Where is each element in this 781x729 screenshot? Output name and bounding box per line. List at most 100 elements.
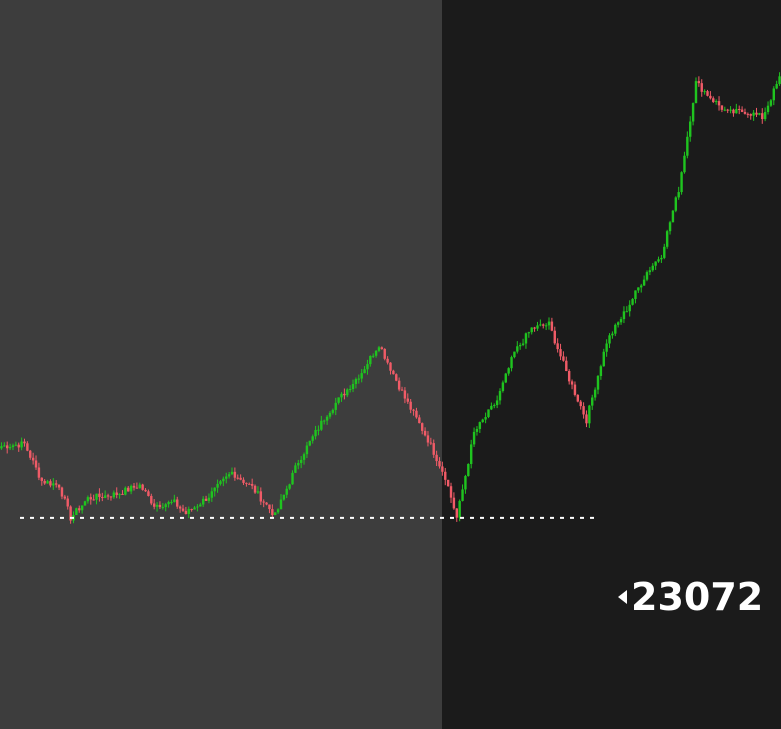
candle-body xyxy=(712,98,715,102)
candle-body xyxy=(161,507,165,509)
candle-body xyxy=(487,409,490,418)
candle-body xyxy=(550,321,554,331)
candle-body xyxy=(103,495,107,499)
candle-body xyxy=(513,351,516,358)
candle-body xyxy=(585,414,588,424)
candle-body xyxy=(706,91,709,96)
candle-body xyxy=(57,484,61,488)
candle-body xyxy=(444,471,447,480)
candle-body xyxy=(726,109,729,111)
candle-body xyxy=(449,486,453,498)
candle-body xyxy=(89,497,92,500)
candle-body xyxy=(190,509,193,511)
candle-body xyxy=(567,371,571,382)
candle-body xyxy=(374,350,378,356)
candle-body xyxy=(348,389,352,391)
candle-body xyxy=(346,389,349,396)
candle-body xyxy=(582,406,585,415)
candle-body xyxy=(645,272,649,280)
candle-body xyxy=(602,351,605,367)
candle-body xyxy=(225,476,228,479)
candle-body xyxy=(245,482,248,484)
candle-body xyxy=(565,360,568,372)
candle-body xyxy=(677,192,680,198)
candle-body xyxy=(337,397,340,403)
candle-body xyxy=(570,381,574,385)
candle-body xyxy=(740,109,744,112)
candle-body xyxy=(435,454,438,462)
candle-body xyxy=(351,383,355,390)
candle-body xyxy=(657,259,660,262)
candle-body xyxy=(697,81,701,84)
candle-body xyxy=(576,394,580,402)
candle-body xyxy=(588,405,591,424)
candle-body xyxy=(668,222,672,232)
candle-body xyxy=(314,430,317,437)
candle-body xyxy=(475,428,479,432)
candle-body xyxy=(510,357,513,369)
candle-body xyxy=(654,261,657,266)
candle-body xyxy=(481,419,484,423)
candle-body xyxy=(591,397,594,406)
candle-body xyxy=(366,364,369,370)
candle-body xyxy=(360,373,363,379)
candle-body xyxy=(743,111,747,114)
candle-body xyxy=(732,109,735,114)
candle-body xyxy=(219,481,222,484)
candle-body xyxy=(605,343,608,352)
candle-body xyxy=(8,447,12,449)
candle-body xyxy=(461,489,464,501)
candle-body xyxy=(755,112,758,115)
candle-body xyxy=(386,358,389,363)
candle-body xyxy=(5,445,9,449)
candle-body xyxy=(305,445,309,455)
candle-body xyxy=(530,327,533,333)
previous-session-background xyxy=(0,0,442,729)
candle-body xyxy=(164,504,167,508)
candle-body xyxy=(622,311,626,320)
candle-body xyxy=(553,330,556,344)
candle-body xyxy=(210,491,214,498)
candle-body xyxy=(184,510,188,514)
candle-body xyxy=(524,333,528,344)
candle-body xyxy=(121,493,124,495)
candle-body xyxy=(135,487,139,489)
candle-body xyxy=(199,504,202,507)
candle-body xyxy=(518,344,522,347)
candle-body xyxy=(178,506,182,509)
candle-body xyxy=(173,499,176,502)
candle-body xyxy=(60,487,64,497)
candle-body xyxy=(614,324,617,334)
candle-body xyxy=(438,461,441,467)
candle-body xyxy=(648,270,652,273)
candle-body xyxy=(395,374,398,381)
candle-body xyxy=(343,393,346,396)
candle-body xyxy=(334,402,337,410)
candle-body xyxy=(758,113,761,115)
candle-body xyxy=(418,417,421,424)
candle-body xyxy=(354,379,358,384)
candle-body xyxy=(766,105,770,113)
candle-body xyxy=(455,508,458,518)
candle-body xyxy=(152,503,156,507)
candle-body xyxy=(158,504,162,508)
candle-body xyxy=(323,420,326,422)
candle-body xyxy=(147,491,150,496)
candle-body xyxy=(207,497,211,501)
candle-body xyxy=(242,479,245,483)
candle-body xyxy=(271,509,274,516)
candle-body xyxy=(328,412,332,417)
candle-body xyxy=(717,101,721,106)
reference-price-value: 23072 xyxy=(631,575,764,619)
candle-body xyxy=(193,507,196,510)
candle-body xyxy=(311,436,314,441)
candle-body xyxy=(383,349,386,359)
candle-body xyxy=(464,476,467,490)
candle-body xyxy=(282,494,286,500)
candle-body xyxy=(109,496,113,498)
candle-body xyxy=(542,324,545,326)
candles-group xyxy=(0,72,781,524)
candle-body xyxy=(124,487,127,495)
candle-body xyxy=(420,423,424,431)
